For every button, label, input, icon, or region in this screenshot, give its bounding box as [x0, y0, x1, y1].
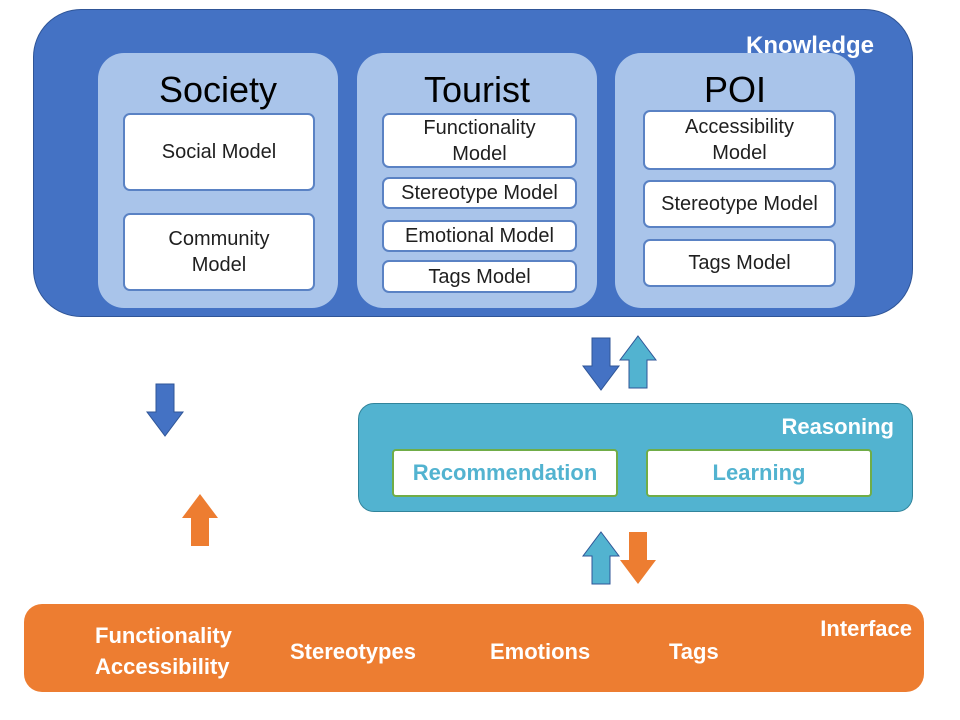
tourist-tags-model-box: Tags Model: [382, 260, 577, 293]
recommendation-box: Recommendation: [392, 449, 618, 497]
emotions-label: Emotions: [490, 639, 591, 664]
functionality-model-box: Functionality Model: [382, 113, 577, 168]
interface-layer: Interface Functionality Accessibility St…: [24, 604, 924, 692]
social-model-box: Social Model: [123, 113, 315, 191]
stereotypes-label: Stereotypes: [290, 639, 416, 664]
emotional-model-box: Emotional Model: [382, 220, 577, 252]
society-title: Society: [158, 69, 278, 110]
society-panel: Society Social Model Community Model: [98, 53, 338, 308]
reasoning-layer: Reasoning Recommendation Learning: [358, 403, 913, 512]
reasoning-to-knowledge-arrow-icon: [619, 335, 657, 389]
knowledge-to-interface-arrow-icon: [146, 383, 184, 437]
learning-box: Learning: [646, 449, 872, 497]
poi-title: POI: [703, 69, 766, 110]
interface-to-reasoning-arrow-icon: [582, 531, 620, 585]
reasoning-title: Reasoning: [781, 414, 894, 439]
tourist-panel: Tourist Functionality Model Stereotype M…: [357, 53, 597, 308]
poi-panel: POI Accessibility Model Stereotype Model…: [615, 53, 855, 308]
tourist-title: Tourist: [423, 69, 531, 110]
accessibility-model-box: Accessibility Model: [643, 110, 836, 170]
interface-to-knowledge-arrow-icon: [182, 494, 218, 546]
tags-label: Tags: [669, 639, 719, 664]
poi-stereotype-model-box: Stereotype Model: [643, 180, 836, 228]
functionality-accessibility-label: Functionality Accessibility: [95, 623, 232, 679]
community-model-box: Community Model: [123, 213, 315, 291]
poi-tags-model-box: Tags Model: [643, 239, 836, 287]
reasoning-to-interface-arrow-icon: [620, 532, 656, 584]
knowledge-to-reasoning-arrow-icon: [582, 337, 620, 391]
interface-title: Interface: [820, 616, 912, 641]
tourist-stereotype-model-box: Stereotype Model: [382, 177, 577, 209]
